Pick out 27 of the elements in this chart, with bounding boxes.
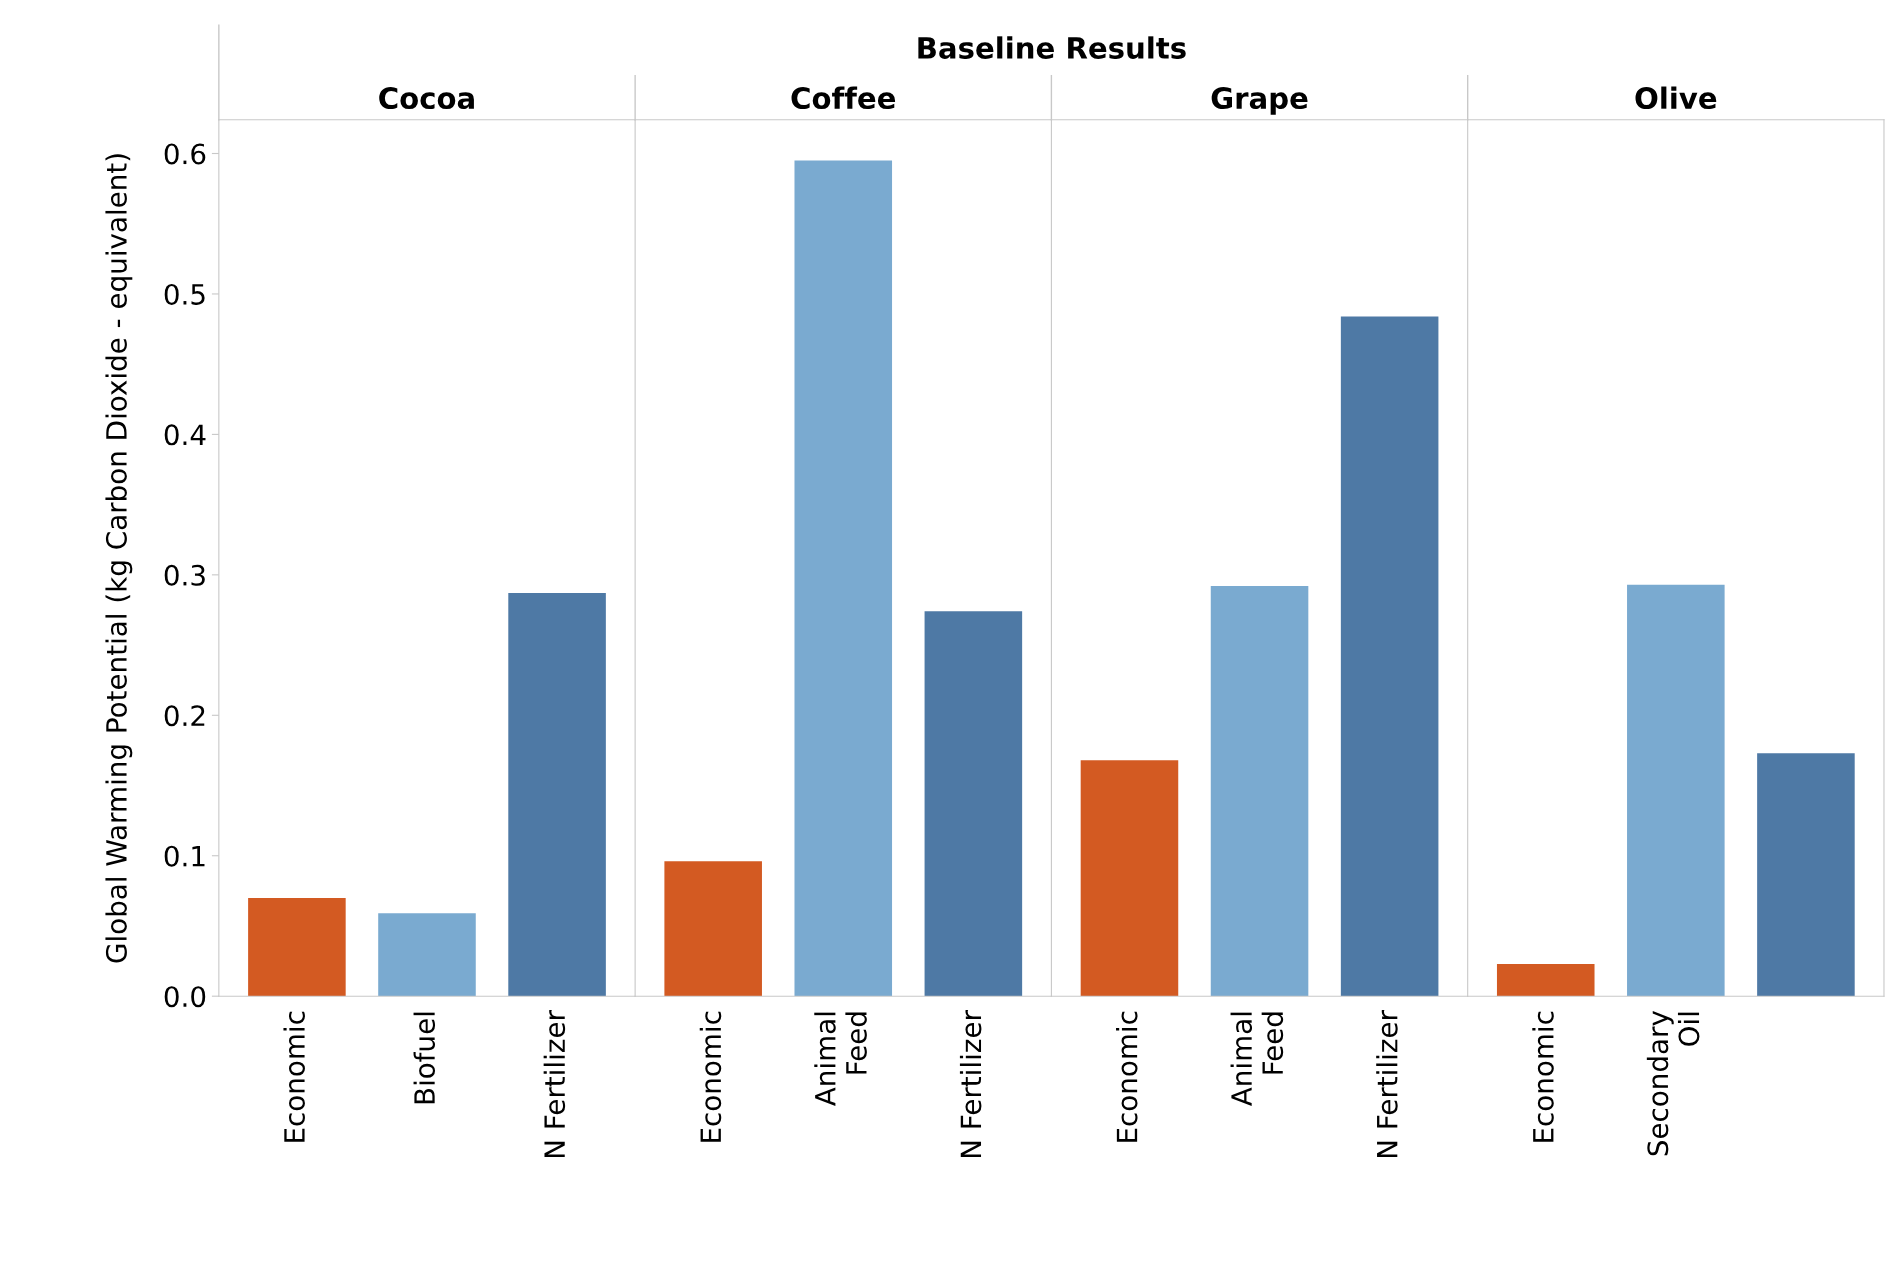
x-tick-label: Economic bbox=[699, 1011, 722, 1142]
x-tick-label: Animal Feed bbox=[814, 1012, 867, 1106]
x-tick-label: Economic bbox=[283, 1011, 305, 1142]
x-tick-label: Animal Feed bbox=[1230, 1012, 1284, 1106]
y-tick-label: 0.6 bbox=[164, 143, 206, 165]
x-tick-label: N Fertilizer bbox=[1376, 1010, 1398, 1158]
x-tick-label: Economic bbox=[1532, 1011, 1554, 1142]
chart-title: Coffee bbox=[791, 86, 896, 110]
y-tick-label: 0.3 bbox=[164, 564, 205, 586]
bar bbox=[248, 897, 346, 997]
y-tick-label: 0.1 bbox=[164, 845, 205, 867]
y-tick-label: 0.4 bbox=[164, 424, 206, 446]
x-tick-label: N Fertilizer bbox=[543, 1010, 566, 1158]
y-axis-title: Global Warming Potential (kg Carbon Dioxide - equivalent) bbox=[105, 154, 133, 963]
x-tick-label: N Fertilizer bbox=[959, 1010, 982, 1158]
x-tick-label: Economic bbox=[1116, 1011, 1138, 1142]
y-tick-label: 0.5 bbox=[164, 283, 205, 305]
text: Baseline Results bbox=[918, 36, 1186, 59]
chart-title: Cocoa bbox=[379, 87, 474, 110]
chart-title: Olive bbox=[1635, 86, 1717, 110]
y-tick-label: 0.2 bbox=[164, 705, 205, 727]
chart-title: Grape bbox=[1211, 87, 1308, 115]
x-tick-label: Secondary Oil bbox=[1646, 1010, 1700, 1156]
bar bbox=[378, 913, 476, 997]
bar bbox=[508, 593, 606, 997]
x-tick-label: Biofuel bbox=[413, 1012, 436, 1104]
y-tick-label: 0.0 bbox=[164, 986, 206, 1008]
